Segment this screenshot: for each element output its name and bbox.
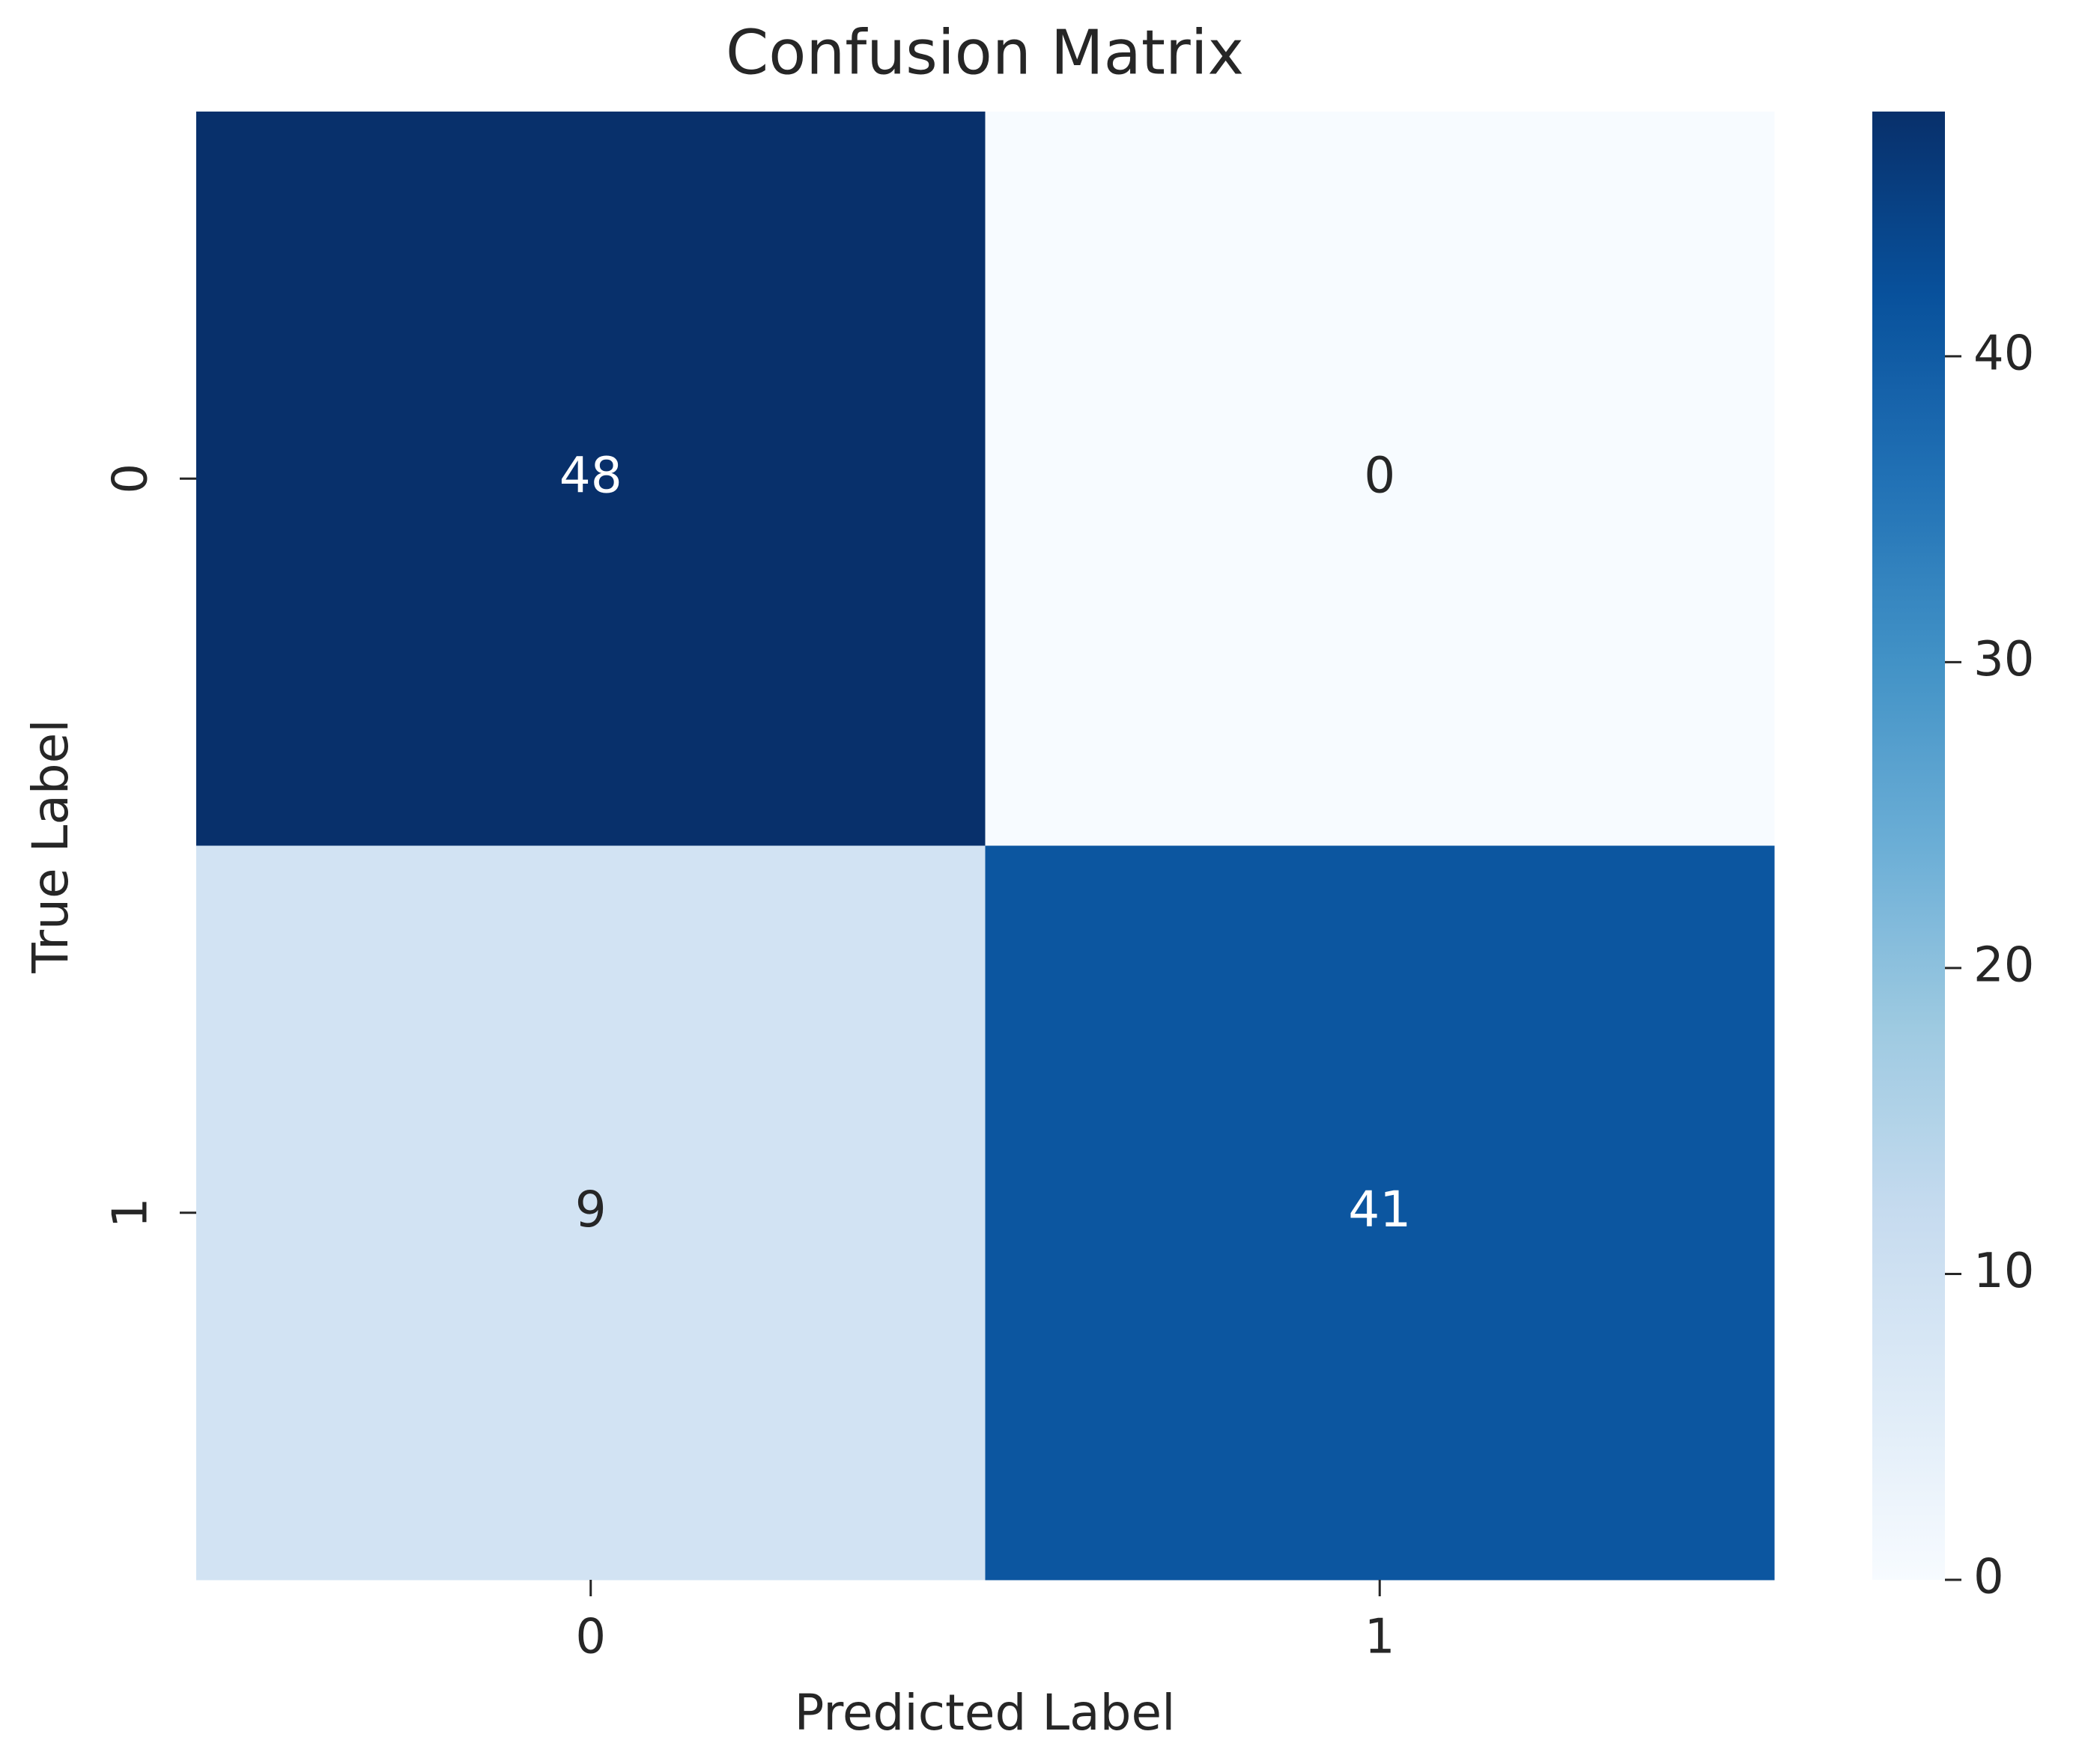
heatmap-cell (196, 845, 986, 1581)
heatmap-cell (196, 112, 986, 846)
y-axis-label: True Label (22, 719, 79, 973)
colorbar-tick-label: 20 (1973, 937, 2034, 993)
x-tick-label: 1 (1365, 1610, 1395, 1665)
colorbar-tick-label: 40 (1973, 326, 2034, 381)
y-tick-label: 0 (103, 463, 159, 494)
x-axis-label: Predicted Label (795, 1684, 1176, 1742)
cell-label: 9 (575, 1181, 607, 1238)
heatmap-cell (985, 112, 1775, 846)
colorbar-tick-label: 10 (1973, 1244, 2034, 1299)
heatmap-cell (985, 845, 1775, 1581)
cell-label: 41 (1348, 1181, 1411, 1238)
colorbar (1872, 112, 1945, 1580)
y-tick-label: 1 (103, 1197, 159, 1228)
cell-label: 48 (559, 446, 622, 504)
chart-title: Confusion Matrix (726, 17, 1244, 88)
colorbar-tick-label: 0 (1973, 1550, 2004, 1605)
colorbar-tick-label: 30 (1973, 632, 2034, 687)
cell-label: 0 (1364, 446, 1395, 504)
x-tick-label: 0 (575, 1610, 606, 1665)
